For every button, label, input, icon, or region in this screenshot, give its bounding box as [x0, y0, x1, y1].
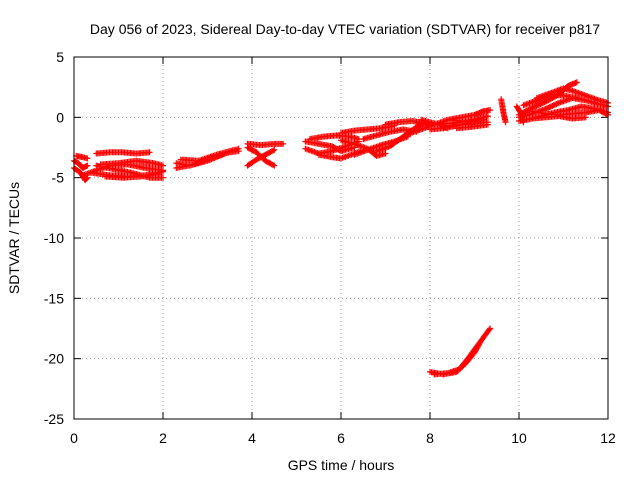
y-tick-label: -25: [44, 411, 64, 427]
chart-title: Day 056 of 2023, Sidereal Day-to-day VTE…: [90, 21, 600, 37]
x-axis-label: GPS time / hours: [288, 457, 395, 473]
y-tick-label: 5: [56, 49, 64, 65]
series-markers: [71, 79, 611, 378]
y-tick-label: -5: [52, 170, 65, 186]
y-tick-label: -15: [44, 290, 64, 306]
x-tick-label: 12: [600, 430, 616, 446]
x-tick-label: 8: [426, 430, 434, 446]
data-points: [71, 79, 611, 378]
plot-frame: [73, 56, 609, 420]
y-tick-label: 0: [56, 109, 64, 125]
x-tick-label: 0: [70, 430, 78, 446]
y-tick-label: -20: [44, 351, 64, 367]
y-tick-label: -10: [44, 230, 64, 246]
x-tick-label: 4: [248, 430, 256, 446]
x-tick-label: 6: [337, 430, 345, 446]
x-tick-label: 2: [159, 430, 167, 446]
y-axis-label: SDTVAR / TECUs: [6, 182, 22, 294]
x-tick-label: 10: [511, 430, 527, 446]
